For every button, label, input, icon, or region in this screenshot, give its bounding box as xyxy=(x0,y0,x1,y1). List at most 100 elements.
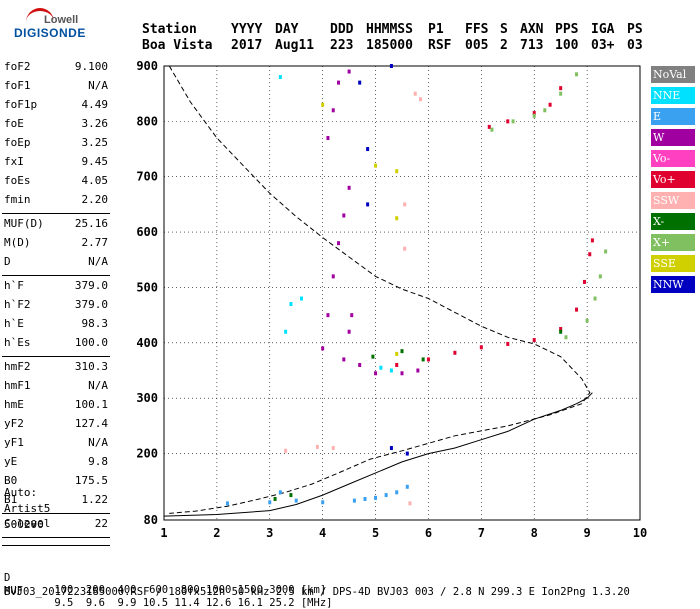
param-value: 100.0 xyxy=(74,336,108,349)
data-point-nnw xyxy=(358,80,362,85)
data-point-x xyxy=(511,119,515,124)
data-point-vo xyxy=(559,86,563,91)
data-point-w xyxy=(337,241,341,246)
param-value: 127.4 xyxy=(74,417,108,430)
data-point-sse xyxy=(321,102,325,107)
param-name: foE xyxy=(4,117,24,130)
param-value: 379.0 xyxy=(74,298,108,311)
data-point-nne xyxy=(284,329,288,334)
data-point-x xyxy=(575,72,579,77)
param-row: yF1 N/A xyxy=(4,436,108,455)
param-row: foE 3.26 xyxy=(4,117,108,136)
y-tick-label: 900 xyxy=(136,59,158,73)
param-name: M(D) xyxy=(4,236,31,249)
param-row: foF1 N/A xyxy=(4,79,108,98)
data-point-vo xyxy=(487,124,491,129)
digisonde-logo: Lowell DIGISONDE xyxy=(4,4,124,44)
data-point-nnw xyxy=(366,202,370,207)
footer-muf-values: 9.5 9.6 9.9 10.5 11.4 12.6 16.1 25.2 [MH… xyxy=(48,597,333,609)
data-point-nnw xyxy=(366,147,370,152)
param-value: 4.05 xyxy=(81,174,109,187)
param-value: 2.20 xyxy=(81,193,109,206)
legend-item: NNE xyxy=(651,87,695,104)
legend-item: NNW xyxy=(651,276,695,293)
data-point-vo xyxy=(453,350,457,355)
data-point-w xyxy=(347,329,351,334)
data-point-w xyxy=(337,80,341,85)
data-point-x xyxy=(564,335,568,340)
data-point-ssw xyxy=(419,97,423,102)
header-label: IGA xyxy=(591,22,615,37)
header-value: RSF xyxy=(428,38,452,53)
auto-label: Auto: xyxy=(4,486,38,499)
data-point-w xyxy=(416,368,420,373)
header-label: PPS xyxy=(555,22,579,37)
legend-item: X- xyxy=(651,213,695,230)
data-point-w xyxy=(326,135,330,140)
data-point-w xyxy=(400,371,404,376)
artist-label: Artist5 xyxy=(4,502,51,515)
x-tick-label: 2 xyxy=(213,526,220,540)
logo-line2: DIGISONDE xyxy=(14,26,86,40)
data-point-x xyxy=(421,357,425,362)
plot-frame xyxy=(163,65,641,521)
data-point-vo xyxy=(532,338,536,343)
header-label: PS xyxy=(627,22,643,37)
data-point-x xyxy=(585,318,589,323)
param-value: 9.45 xyxy=(81,155,109,168)
header-value: 713 xyxy=(520,38,544,53)
data-point-w xyxy=(347,69,351,74)
data-point-x xyxy=(490,127,494,132)
data-point-w xyxy=(331,274,335,279)
data-point-e xyxy=(395,490,399,495)
data-point-vo xyxy=(590,238,594,243)
param-separator xyxy=(2,356,110,357)
param-name: B0 xyxy=(4,474,18,487)
data-point-e xyxy=(225,501,229,506)
param-name: yF2 xyxy=(4,417,24,430)
x-tick-label: 5 xyxy=(372,526,379,540)
x-tick-label: 7 xyxy=(478,526,485,540)
param-row: fmin 2.20 xyxy=(4,193,108,212)
data-point-x xyxy=(559,91,563,96)
data-point-sse xyxy=(395,169,399,174)
y-tick-label: 400 xyxy=(136,336,158,350)
param-name: B1 xyxy=(4,493,18,506)
y-tick-label: 700 xyxy=(136,170,158,184)
param-separator xyxy=(2,537,110,538)
data-point-vo xyxy=(582,279,586,284)
data-point-e xyxy=(405,484,409,489)
logo-arc-icon xyxy=(26,8,54,25)
x-tick-label: 4 xyxy=(319,526,326,540)
param-row: hmE 100.1 xyxy=(4,398,108,417)
param-row: foF2 9.100 xyxy=(4,60,108,79)
data-point-w xyxy=(342,213,346,218)
solid-profile-line xyxy=(163,392,593,517)
data-point-nnw xyxy=(389,64,393,68)
footer-d-values: 100 200 400 600 800 1000 1500 3000 [km] xyxy=(48,584,327,596)
data-point-x xyxy=(559,329,563,334)
data-point-nne xyxy=(278,75,282,80)
param-name: yF1 xyxy=(4,436,24,449)
data-point-x xyxy=(289,493,293,498)
version-label: 500200 xyxy=(4,518,44,531)
param-value: 9.8 xyxy=(88,455,108,468)
data-point-vo xyxy=(426,357,430,362)
footer-d-row: D 100 200 400 600 800 1000 1500 3000 [km… xyxy=(4,560,326,596)
data-point-x xyxy=(273,496,277,501)
data-point-w xyxy=(374,371,378,376)
header-value: 2017 xyxy=(231,38,263,53)
param-name: hmE xyxy=(4,398,24,411)
data-point-e xyxy=(278,490,282,495)
data-point-vo xyxy=(506,341,510,346)
param-row: M(D) 2.77 xyxy=(4,236,108,255)
param-name: foF1p xyxy=(4,98,38,111)
param-name: fmin xyxy=(4,193,31,206)
data-point-x xyxy=(598,274,602,279)
data-point-ssw xyxy=(331,446,335,451)
y-tick-label: 600 xyxy=(136,225,158,239)
header-value: 185000 xyxy=(366,38,413,53)
header-label: FFS xyxy=(465,22,489,37)
data-point-w xyxy=(321,346,325,351)
data-point-sse xyxy=(395,216,399,221)
